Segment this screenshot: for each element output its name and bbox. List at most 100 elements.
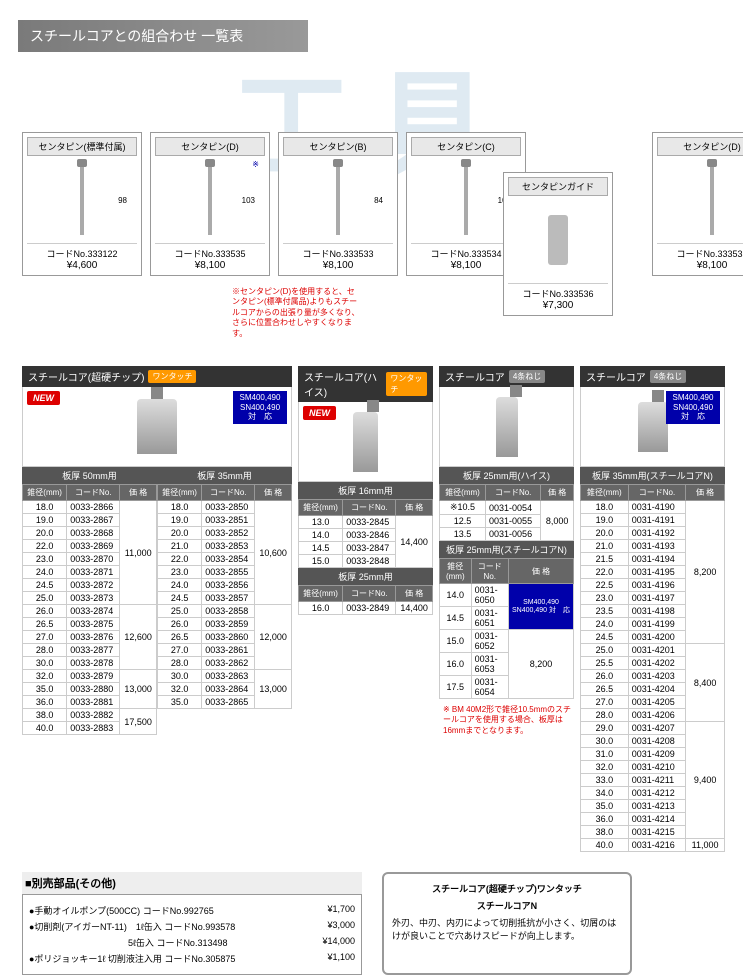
desc-t1: スチールコア(超硬チップ)ワンタッチ xyxy=(392,882,622,895)
pin-note: ※センタピン(D)を使用すると、センタピン(標準付属品)よりもスチールコアからの… xyxy=(232,287,362,339)
core2-title: スチールコア(ハイス) xyxy=(304,369,382,399)
t25h-title: 板厚 25mm用(ハイス) xyxy=(439,467,574,484)
core4-badge: 4条ねじ xyxy=(650,370,686,383)
core2-badge: ワンタッチ xyxy=(386,372,427,396)
bit-icon xyxy=(137,399,177,454)
core4-title: スチールコア xyxy=(586,369,646,384)
guide-price: ¥7,300 xyxy=(508,300,608,311)
core1-title: スチールコア(超硬チップ) xyxy=(28,369,144,384)
desc-body: 外刃、中刃、内刃によって切削抵抗が小さく、切屑のはけが良いことで穴あけスピードが… xyxy=(392,916,622,942)
pin-image: 103 xyxy=(657,160,743,240)
table-row: ※10.50031-00548,000 xyxy=(440,501,574,515)
pin-price: ¥4,600 xyxy=(27,260,137,271)
core1-sm: SM400,490 SN400,490 対 応 xyxy=(233,391,287,424)
table-row: 15.00031-60528,200 xyxy=(440,630,574,653)
pin-title: センタピン(標準付属) xyxy=(27,137,137,156)
red-note: ※ BM 40M2形で錐径10.5mmのスチールコアを使用する場合、板厚は16m… xyxy=(443,705,574,736)
pin-length: 98 xyxy=(118,196,127,205)
table-row: 29.00031-42079,400 xyxy=(581,722,725,735)
bit-icon xyxy=(353,412,378,472)
table-row: 32.00033-287913,000 xyxy=(23,670,157,683)
t25n-title: 板厚 25mm用(スチールコアN) xyxy=(439,541,574,558)
pin-image: ※ 103 xyxy=(155,160,265,240)
t50-table: 錐径(mm)コードNo.価 格18.00033-286611,00019.000… xyxy=(22,484,157,735)
guide-image xyxy=(508,200,608,280)
table-row: 18.00033-285010,600 xyxy=(158,501,292,514)
core4-sm: SM400,490 SN400,490 対 応 xyxy=(666,391,720,424)
t35n-table: 錐径(mm)コードNo.価 格18.00031-41908,20019.0003… xyxy=(580,484,725,852)
pin-title: センタピン(B) xyxy=(283,137,393,156)
pin-icon xyxy=(464,165,468,235)
t16-table: 錐径(mm)コードNo.価 格13.00033-284514,40014.000… xyxy=(298,499,433,568)
page-title: スチールコアとの組合わせ 一覧表 xyxy=(18,20,308,52)
pin-box: センタピン(D) 103 コードNo.333535 ¥8,100 xyxy=(652,132,743,276)
core3-title: スチールコア xyxy=(445,369,505,384)
bit-icon xyxy=(638,402,668,452)
pins-row: センタピン(標準付属) 98 コードNo.333122 ¥4,600センタピン(… xyxy=(22,132,743,276)
pin-image: 98 xyxy=(27,160,137,240)
pin-code: コードNo.333535 xyxy=(657,243,743,260)
cores-row: スチールコア(超硬チップ) ワンタッチ NEW SM400,490 SN400,… xyxy=(22,366,743,852)
pin-icon xyxy=(80,165,84,235)
new-badge-2: NEW xyxy=(303,406,336,420)
table-row: 26.00033-287412,600 xyxy=(23,605,157,618)
t35-table: 錐径(mm)コードNo.価 格18.00033-285010,60019.000… xyxy=(157,484,292,709)
desc-t2: スチールコアN xyxy=(392,899,622,912)
pin-box: センタピン(標準付属) 98 コードNo.333122 ¥4,600 xyxy=(22,132,142,276)
t50-title: 板厚 50mm用 xyxy=(22,467,157,484)
table-row: 13.00033-284514,400 xyxy=(299,516,433,529)
pin-price: ¥8,100 xyxy=(155,260,265,271)
t35-title: 板厚 35mm用 xyxy=(157,467,292,484)
pin-icon xyxy=(208,165,212,235)
table-row: 30.00033-286313,000 xyxy=(158,670,292,683)
core1-header: スチールコア(超硬チップ) ワンタッチ xyxy=(22,366,292,387)
pin-price: ¥8,100 xyxy=(283,260,393,271)
pin-code: コードNo.333535 xyxy=(155,243,265,260)
core4-image: SM400,490 SN400,490 対 応 xyxy=(580,387,725,467)
table-row: 40.00031-421611,000 xyxy=(581,839,725,852)
core4-header: スチールコア 4条ねじ xyxy=(580,366,725,387)
table-row: 18.00031-41908,200 xyxy=(581,501,725,514)
table-row: 25.00031-42018,400 xyxy=(581,644,725,657)
guide-box: センタピンガイド コードNo.333536 ¥7,300 xyxy=(503,172,613,316)
pin-image: 84 xyxy=(283,160,393,240)
new-badge: NEW xyxy=(27,391,60,405)
pin-length: 84 xyxy=(374,196,383,205)
parts-box: ■別売部品(その他) ●手動オイルポンプ(500CC) コードNo.992765… xyxy=(22,872,362,975)
core-group-1: スチールコア(超硬チップ) ワンタッチ NEW SM400,490 SN400,… xyxy=(22,366,292,735)
core-group-4: スチールコア 4条ねじ SM400,490 SN400,490 対 応 板厚 3… xyxy=(580,366,725,852)
t25n-table: 錐径(mm)コードNo.価 格14.00031-6050SM400,490 SN… xyxy=(439,558,574,699)
t25a-table: 錐径(mm)コードNo.価 格16.00033-284914,400 xyxy=(298,585,433,615)
table-row: 16.00033-284914,400 xyxy=(299,602,433,615)
t16-title: 板厚 16mm用 xyxy=(298,482,433,499)
pin-title: センタピン(D) xyxy=(657,137,743,156)
pin-title: センタピン(D) xyxy=(155,137,265,156)
core3-header: スチールコア 4条ねじ xyxy=(439,366,574,387)
core1-badge: ワンタッチ xyxy=(148,370,196,383)
guide-title: センタピンガイド xyxy=(508,177,608,196)
bit-icon xyxy=(496,397,518,457)
pin-box: センタピン(D) ※ 103 コードNo.333535 ¥8,100 xyxy=(150,132,270,276)
core3-badge: 4条ねじ xyxy=(509,370,545,383)
core1-image: NEW SM400,490 SN400,490 対 応 xyxy=(22,387,292,467)
table-row: 25.00033-285812,000 xyxy=(158,605,292,618)
parts-item: ●切削剤(アイガーNT-11) 1ℓ缶入 コードNo.993578 ¥3,000 xyxy=(29,920,355,933)
core-group-3: スチールコア 4条ねじ 板厚 25mm用(ハイス) 錐径(mm)コードNo.価 … xyxy=(439,366,574,736)
t25h-table: 錐径(mm)コードNo.価 格※10.50031-00548,00012.500… xyxy=(439,484,574,541)
pin-code: コードNo.333122 xyxy=(27,243,137,260)
pin-icon xyxy=(336,165,340,235)
footer-section: ■別売部品(その他) ●手動オイルポンプ(500CC) コードNo.992765… xyxy=(22,872,743,975)
t25a-title: 板厚 25mm用 xyxy=(298,568,433,585)
pin-box: センタピン(B) 84 コードNo.333533 ¥8,100 xyxy=(278,132,398,276)
core-group-2: スチールコア(ハイス) ワンタッチ NEW 板厚 16mm用 錐径(mm)コード… xyxy=(298,366,433,615)
core2-header: スチールコア(ハイス) ワンタッチ xyxy=(298,366,433,402)
pin-price: ¥8,100 xyxy=(657,260,743,271)
parts-item: ●手動オイルポンプ(500CC) コードNo.992765 ¥1,700 xyxy=(29,904,355,917)
parts-item: ●ポリジョッキー1ℓ 切削液注入用 コードNo.305875 ¥1,100 xyxy=(29,952,355,965)
parts-title: ■別売部品(その他) xyxy=(22,872,362,894)
table-row: 38.00033-288217,500 xyxy=(23,709,157,722)
table-row: 18.00033-286611,000 xyxy=(23,501,157,514)
pin-code: コードNo.333533 xyxy=(283,243,393,260)
core3-image xyxy=(439,387,574,467)
parts-item: 5ℓ缶入 コードNo.313498 ¥14,000 xyxy=(29,936,355,949)
